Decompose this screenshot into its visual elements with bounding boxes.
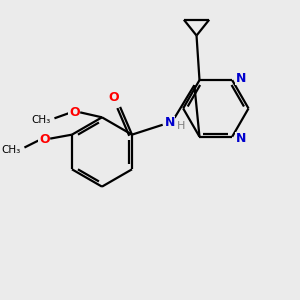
Text: O: O	[109, 91, 119, 103]
Text: CH₃: CH₃	[31, 115, 50, 125]
Text: N: N	[236, 72, 246, 85]
Text: N: N	[236, 132, 246, 145]
Text: O: O	[69, 106, 80, 119]
Text: H: H	[177, 121, 186, 131]
Text: O: O	[39, 133, 50, 146]
Text: N: N	[164, 116, 175, 129]
Text: CH₃: CH₃	[1, 145, 20, 154]
